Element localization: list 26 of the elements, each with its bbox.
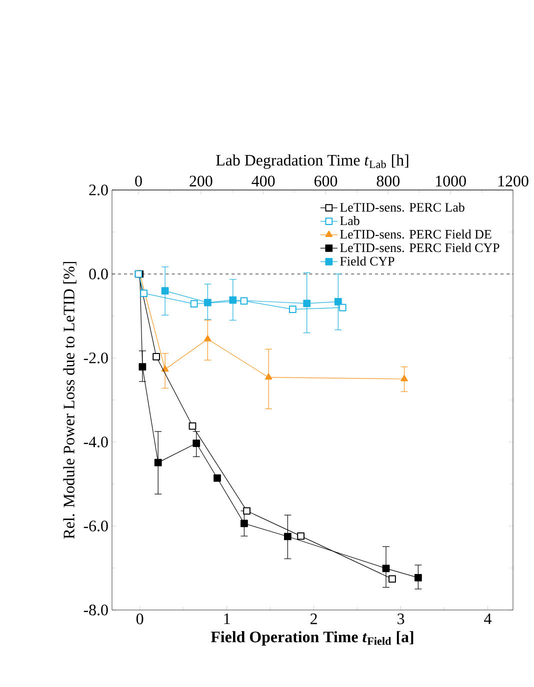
x2-tick-label: 600 bbox=[314, 176, 338, 186]
x2-tick-label: 1200 bbox=[498, 176, 528, 186]
y-axis-title: Rel. Module Power Loss due to LeTID [%] bbox=[63, 262, 76, 539]
y-tick-label: -8.0 bbox=[84, 604, 108, 616]
x2-tick-label: 0 bbox=[135, 176, 142, 186]
y-tick-label: 0.0 bbox=[89, 268, 108, 280]
legend-label: Lab bbox=[340, 216, 360, 226]
y-tick-label: 2.0 bbox=[89, 184, 108, 196]
legend-label: LeTID-sens. PERC Field DE bbox=[340, 230, 492, 239]
legend-label: LeTID-sens. PERC Lab bbox=[340, 202, 464, 212]
y-tick-label: -2.0 bbox=[84, 352, 108, 364]
x2-tick-label: 200 bbox=[190, 176, 212, 186]
x2-axis-title: Lab Degradation Time t$_{Lab}$ [h] bbox=[216, 154, 408, 169]
legend-label: Field CYP bbox=[340, 256, 394, 266]
x-tick-label: 0 bbox=[136, 614, 144, 624]
x2-tick-label: 400 bbox=[252, 176, 275, 186]
x-axis-title: Field Operation Time t$_{Field}$ [a] bbox=[210, 631, 414, 646]
y-tick-label: -4.0 bbox=[84, 436, 108, 448]
x-tick-label: 4 bbox=[484, 614, 492, 624]
x-tick-label: 2 bbox=[310, 614, 317, 624]
legend-label: LeTID-sens. PERC Field CYP bbox=[340, 242, 500, 252]
x2-tick-label: 800 bbox=[376, 176, 400, 186]
y-tick-label: -6.0 bbox=[84, 520, 108, 532]
x-tick-label: 1 bbox=[224, 614, 230, 624]
x-tick-label: 3 bbox=[398, 614, 404, 624]
x2-tick-label: 1000 bbox=[436, 176, 466, 186]
